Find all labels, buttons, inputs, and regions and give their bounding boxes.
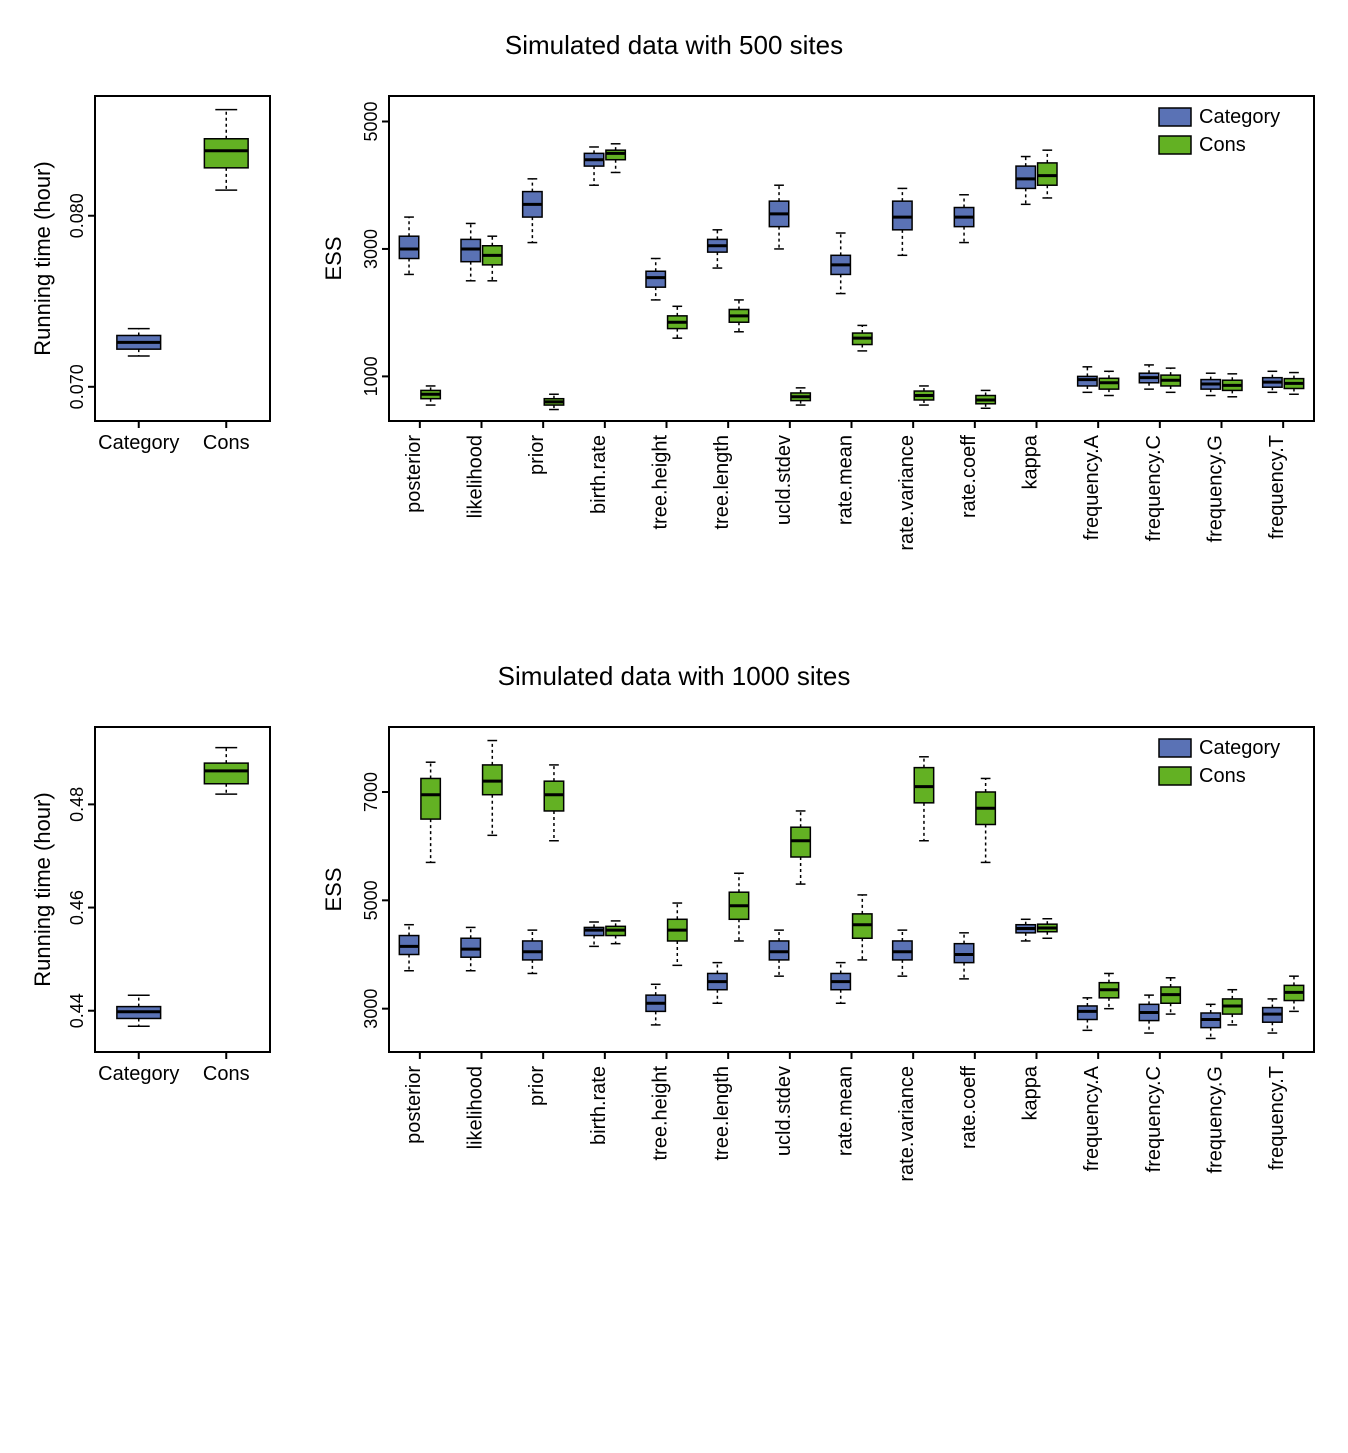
category-label: frequency.G	[1205, 1066, 1227, 1173]
category-label: tree.height	[650, 435, 672, 530]
category-label: frequency.G	[1205, 435, 1227, 542]
y-axis-label: Running time (hour)	[30, 792, 55, 986]
running-time-boxplot: 0.44 0.46 0.48 Running time (hour) Category C…	[20, 712, 280, 1112]
category-label: frequency.A	[1081, 1065, 1103, 1171]
category-label: birth.rate	[588, 435, 610, 514]
legend-label: Category	[1199, 737, 1280, 759]
category-label: frequency.A	[1081, 434, 1103, 540]
category-label: rate.coeff	[958, 435, 980, 518]
category-label: rate.variance	[896, 435, 918, 551]
category-label: posterior	[403, 1066, 425, 1144]
category-label: tree.length	[711, 435, 733, 530]
legend-label: Cons	[1199, 765, 1246, 787]
category-label: Category	[98, 432, 179, 454]
ytick-label: 3000	[361, 229, 381, 269]
figure-root: Simulated data with 500 sites 0.070 0.080 R…	[20, 30, 1328, 1252]
ytick-label: 5000	[361, 101, 381, 141]
y-axis-label: ESS	[321, 867, 346, 911]
legend: Category Cons	[1159, 737, 1280, 787]
category-label: likelihood	[465, 1066, 487, 1149]
category-label: Cons	[203, 432, 250, 454]
category-label: tree.length	[711, 1066, 733, 1161]
category-label: frequency.T	[1266, 1066, 1288, 1170]
ytick-label: 0.44	[67, 993, 87, 1028]
category-label: birth.rate	[588, 1066, 610, 1145]
running-time-boxplot: 0.070 0.080 Running time (hour) Category Con…	[20, 81, 280, 481]
category-label: ucld.stdev	[773, 435, 795, 525]
ytick-label: 7000	[361, 772, 381, 812]
category-label: ucld.stdev	[773, 1066, 795, 1156]
panel-title: Simulated data with 500 sites	[20, 30, 1328, 61]
category-label: kappa	[1020, 434, 1042, 489]
big-plot-container: 1000 3000 5000 ESS posterior likelihood prior b…	[310, 81, 1328, 621]
category-label: prior	[526, 1066, 548, 1106]
ytick-label: 0.46	[67, 890, 87, 925]
small-plot-container: 0.44 0.46 0.48 Running time (hour) Category C…	[20, 712, 280, 1112]
ytick-label: 0.070	[67, 364, 87, 409]
small-plot-container: 0.070 0.080 Running time (hour) Category Con…	[20, 81, 280, 481]
ytick-label: 1000	[361, 356, 381, 396]
ytick-label: 0.48	[67, 787, 87, 822]
panel-title: Simulated data with 1000 sites	[20, 661, 1328, 692]
category-label: frequency.T	[1266, 435, 1288, 539]
big-plot-container: 3000 5000 7000 ESS posterior likelihood prior b…	[310, 712, 1328, 1252]
category-label: prior	[526, 435, 548, 475]
category-label: rate.coeff	[958, 1066, 980, 1149]
y-axis-label: ESS	[321, 236, 346, 280]
category-label: posterior	[403, 435, 425, 513]
category-label: Cons	[203, 1063, 250, 1085]
panel-row: 0.440.460.48Running time (hour)CategoryC…	[20, 712, 1328, 1252]
legend: Category Cons	[1159, 106, 1280, 156]
category-label: frequency.C	[1143, 435, 1165, 541]
category-label: rate.mean	[835, 1066, 857, 1156]
category-label: likelihood	[465, 435, 487, 518]
ytick-label: 0.080	[67, 193, 87, 238]
panel-row: 0.070 0.080 Running time (hour) Category Con…	[20, 81, 1328, 621]
category-label: rate.mean	[835, 435, 857, 525]
category-label: rate.variance	[896, 1066, 918, 1182]
category-label: frequency.C	[1143, 1066, 1165, 1172]
category-label: Category	[98, 1063, 179, 1085]
legend-label: Cons	[1199, 134, 1246, 156]
category-label: kappa	[1020, 1065, 1042, 1120]
category-label: tree.height	[650, 1066, 672, 1161]
ytick-label: 3000	[361, 989, 381, 1029]
ess-boxplot: 1000 3000 5000 ESS posterior likelihood prior b…	[314, 81, 1324, 621]
legend-label: Category	[1199, 106, 1280, 128]
y-axis-label: Running time (hour)	[30, 161, 55, 355]
ess-boxplot: 3000 5000 7000 ESS posterior likelihood prior b…	[314, 712, 1324, 1252]
ytick-label: 5000	[361, 880, 381, 920]
